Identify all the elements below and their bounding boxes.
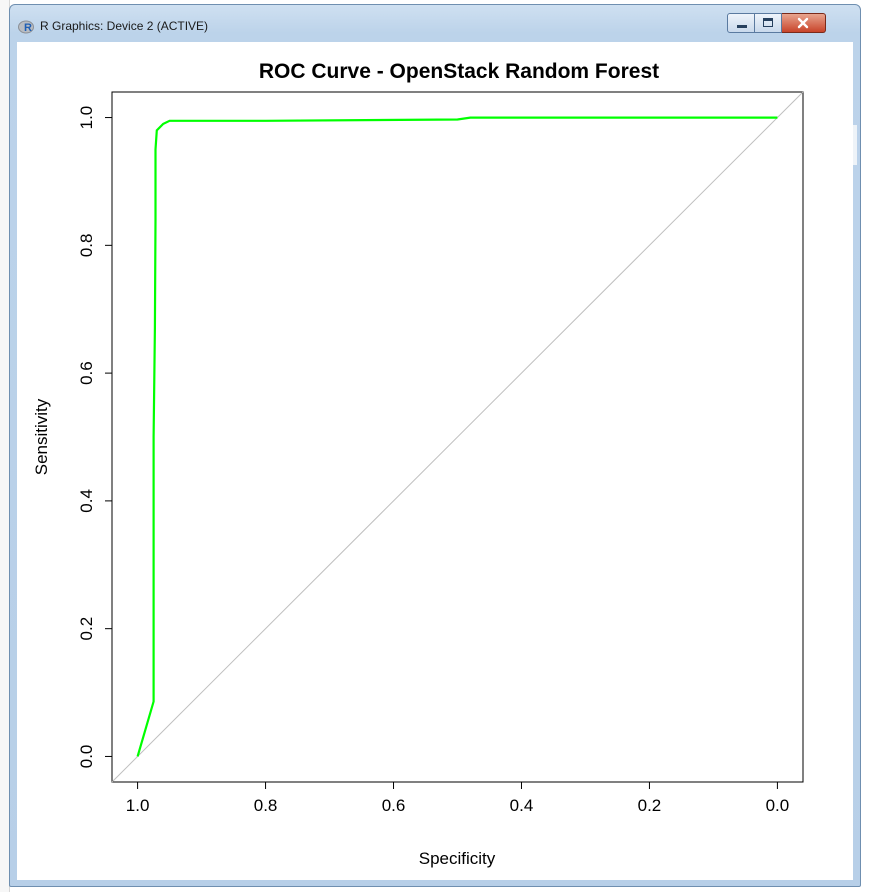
x-axis-label: Specificity <box>419 849 496 868</box>
y-tick-label-3: 0.6 <box>77 361 96 385</box>
x-tick-label-0: 1.0 <box>126 796 150 815</box>
x-axis: 1.0 0.8 0.6 0.4 0.2 0.0 <box>126 781 790 815</box>
diagonal-reference-line <box>111 91 804 783</box>
r-graphics-window: R R Graphics: Device 2 (ACTIVE) ROC Curv… <box>9 4 861 887</box>
title-bar[interactable]: R R Graphics: Device 2 (ACTIVE) <box>10 5 860 43</box>
svg-text:R: R <box>24 22 32 34</box>
close-button[interactable] <box>782 13 826 33</box>
maximize-button[interactable] <box>755 13 782 33</box>
close-icon <box>797 17 809 29</box>
y-tick-label-2: 0.4 <box>77 489 96 513</box>
x-tick-label-3: 0.4 <box>510 796 534 815</box>
scrollbar-track[interactable] <box>853 125 857 165</box>
x-tick-label-1: 0.8 <box>254 796 278 815</box>
chart-title: ROC Curve - OpenStack Random Forest <box>259 60 659 83</box>
minimize-button[interactable] <box>727 13 755 33</box>
roc-chart: ROC Curve - OpenStack Random Forest 1.0 0… <box>32 60 804 868</box>
y-tick-label-0: 0.0 <box>77 745 96 769</box>
window-title: R Graphics: Device 2 (ACTIVE) <box>40 19 209 33</box>
y-axis: 0.0 0.2 0.4 0.6 0.8 1.0 <box>77 106 113 769</box>
x-tick-label-5: 0.0 <box>766 796 790 815</box>
minimize-icon <box>737 25 747 28</box>
y-tick-label-1: 0.2 <box>77 617 96 641</box>
plot-area-client: ROC Curve - OpenStack Random Forest 1.0 0… <box>17 42 853 880</box>
maximize-icon <box>763 18 773 27</box>
r-logo-icon: R <box>18 20 34 34</box>
y-tick-label-4: 0.8 <box>77 234 96 258</box>
y-tick-label-5: 1.0 <box>77 106 96 130</box>
y-axis-label: Sensitivity <box>32 398 51 475</box>
roc-curve-line <box>136 116 778 757</box>
x-tick-label-4: 0.2 <box>638 796 662 815</box>
x-tick-label-2: 0.6 <box>382 796 406 815</box>
